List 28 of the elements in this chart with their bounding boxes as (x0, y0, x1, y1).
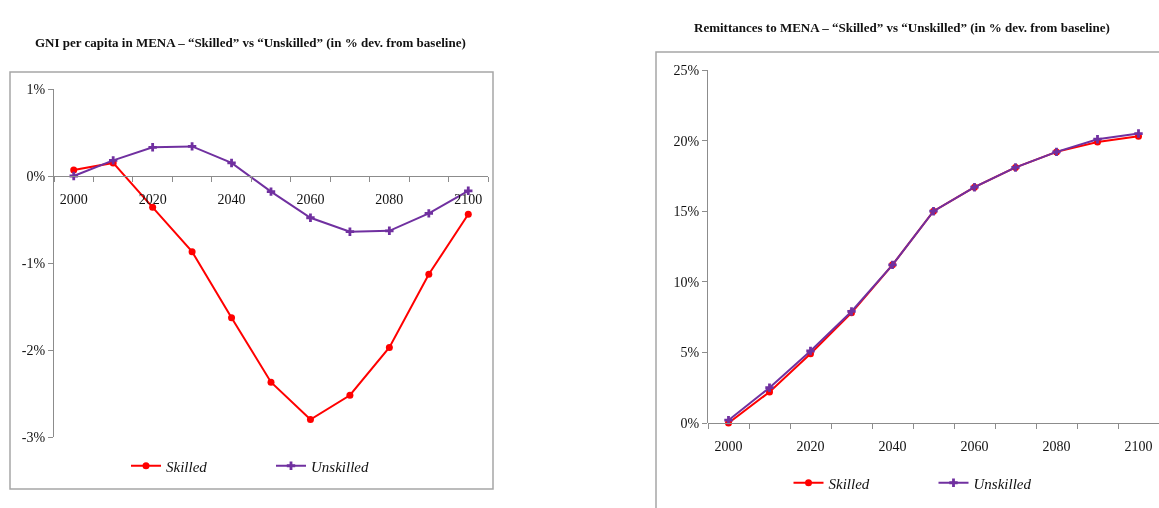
chart-title: Remittances to MENA – “Skilled” vs “Unskilled” (in % dev. from baseline) (694, 20, 1110, 35)
y-tick-label: 0% (26, 168, 46, 184)
y-tick-label: 25% (673, 62, 700, 78)
x-tick-label: 2060 (960, 438, 989, 454)
y-tick-label: 0% (680, 415, 700, 431)
y-tick-label: 1% (26, 81, 46, 97)
legend-label: Unskilled (311, 458, 369, 475)
x-tick-label: 2040 (878, 438, 907, 454)
y-tick-label: -3% (21, 429, 46, 445)
x-tick-label: 2080 (1042, 438, 1071, 454)
x-tick-label: 2000 (714, 438, 743, 454)
legend-label: Skilled (828, 475, 870, 492)
x-tick-label: 2100 (454, 191, 483, 207)
chart-title: GNI per capita in MENA – “Skilled” vs “Unskilled” (in % dev. from baseline) (35, 35, 466, 50)
x-tick-label: 2060 (296, 191, 325, 207)
y-tick-label: -2% (21, 342, 46, 358)
y-tick-label: 10% (673, 274, 700, 290)
x-tick-label: 2100 (1124, 438, 1153, 454)
y-tick-label: -1% (21, 255, 46, 271)
x-tick-label: 2000 (59, 191, 88, 207)
y-tick-label: 15% (673, 204, 700, 220)
legend-label: Skilled (166, 458, 208, 475)
legend-label: Unskilled (973, 475, 1032, 492)
x-tick-label: 2080 (375, 191, 404, 207)
y-tick-label: 20% (673, 133, 700, 149)
x-tick-label: 2040 (217, 191, 246, 207)
y-tick-label: 5% (680, 345, 700, 361)
x-tick-label: 2020 (796, 438, 825, 454)
